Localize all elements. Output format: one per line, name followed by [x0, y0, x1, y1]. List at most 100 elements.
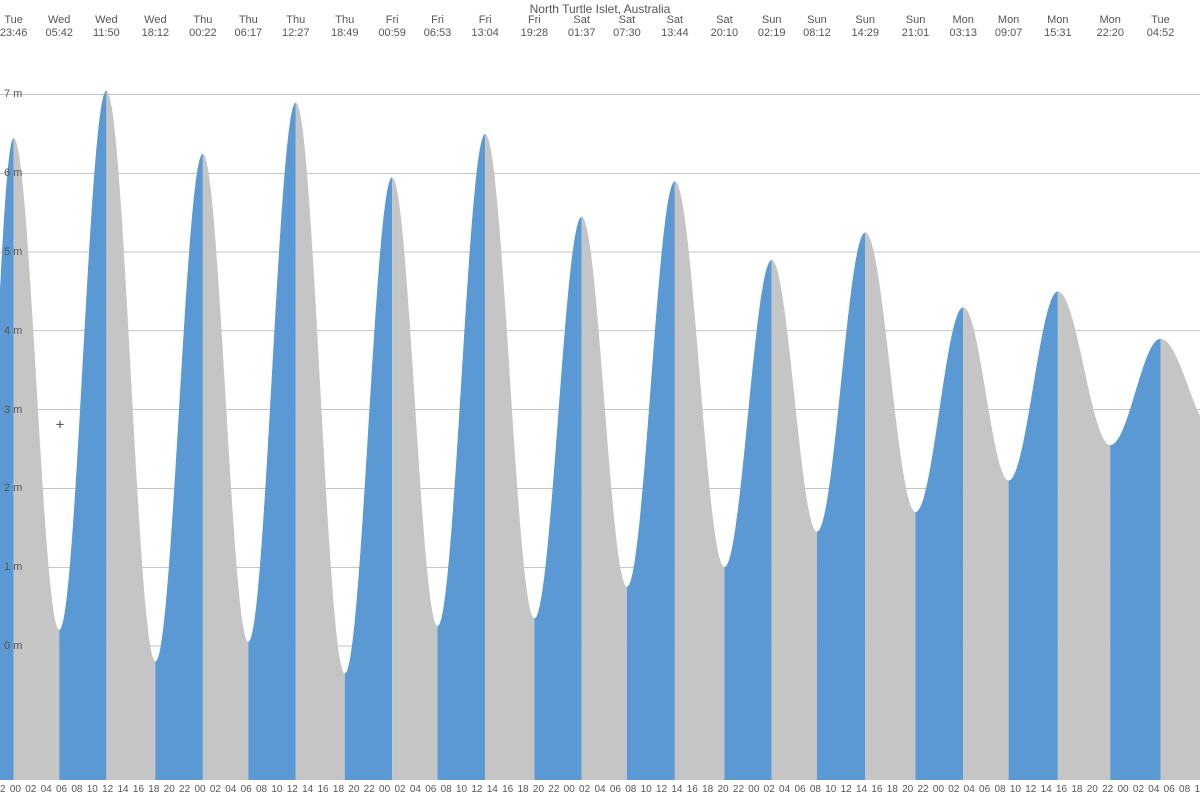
x-tick-label: 22 — [733, 784, 744, 795]
x-tick-label: 12 — [102, 784, 113, 795]
event-header: Fri13:04 — [460, 14, 510, 40]
event-time: 12:27 — [271, 27, 321, 40]
plot-area: 0 m1 m2 m3 m4 m5 m6 m7 m + — [0, 55, 1200, 780]
x-tick-label: 02 — [210, 784, 221, 795]
event-header: Sat01:37 — [557, 14, 607, 40]
tide-rising-segment — [724, 260, 771, 780]
x-tick-label: 10 — [641, 784, 652, 795]
x-tick-label: 12 — [287, 784, 298, 795]
x-tick-label: 10 — [1194, 784, 1200, 795]
x-tick-label: 14 — [118, 784, 129, 795]
event-header: Sun08:12 — [792, 14, 842, 40]
x-tick-label: 16 — [687, 784, 698, 795]
x-tick-label: 12 — [1025, 784, 1036, 795]
tide-chart: North Turtle Islet, Australia Tue23:46We… — [0, 0, 1200, 800]
event-header: Sat20:10 — [699, 14, 749, 40]
tide-falling-segment — [582, 217, 627, 780]
event-day: Fri — [367, 14, 417, 27]
event-header: Tue04:52 — [1136, 14, 1186, 40]
x-tick-label: 06 — [979, 784, 990, 795]
x-tick-label: 06 — [241, 784, 252, 795]
x-tick-label: 04 — [225, 784, 236, 795]
event-header: Mon09:07 — [984, 14, 1034, 40]
x-tick-label: 22 — [0, 784, 6, 795]
event-time: 09:07 — [984, 27, 1034, 40]
x-tick-label: 14 — [1041, 784, 1052, 795]
event-time: 18:49 — [320, 27, 370, 40]
tide-rising-segment — [155, 154, 202, 780]
x-tick-label: 16 — [133, 784, 144, 795]
tide-falling-segment — [485, 134, 534, 780]
x-tick-label: 20 — [533, 784, 544, 795]
x-tick-label: 18 — [333, 784, 344, 795]
tide-rising-segment — [345, 177, 392, 780]
x-tick-label: 08 — [256, 784, 267, 795]
event-time: 19:28 — [509, 27, 559, 40]
x-tick-label: 04 — [41, 784, 52, 795]
event-time: 21:01 — [891, 27, 941, 40]
y-tick-label: 0 m — [4, 640, 22, 652]
event-day: Wed — [34, 14, 84, 27]
x-tick-label: 00 — [1118, 784, 1129, 795]
event-day: Sat — [650, 14, 700, 27]
event-header: Thu18:49 — [320, 14, 370, 40]
x-tick-label: 06 — [425, 784, 436, 795]
tide-rising-segment — [916, 307, 964, 780]
event-time: 14:29 — [840, 27, 890, 40]
event-time: 07:30 — [602, 27, 652, 40]
x-tick-label: 10 — [456, 784, 467, 795]
x-tick-label: 00 — [564, 784, 575, 795]
x-tick-label: 00 — [933, 784, 944, 795]
event-time: 11:50 — [81, 27, 131, 40]
event-header: Mon15:31 — [1033, 14, 1083, 40]
event-time: 06:17 — [223, 27, 273, 40]
tide-falling-segment — [203, 154, 248, 780]
tide-falling-segment — [106, 90, 155, 780]
x-tick-label: 08 — [810, 784, 821, 795]
event-header: Sat07:30 — [602, 14, 652, 40]
x-tick-label: 10 — [87, 784, 98, 795]
x-tick-label: 10 — [825, 784, 836, 795]
event-time: 18:12 — [130, 27, 180, 40]
event-time: 02:19 — [747, 27, 797, 40]
x-tick-label: 10 — [1010, 784, 1021, 795]
x-tick-label: 02 — [579, 784, 590, 795]
event-header-row: Tue23:46Wed05:42Wed11:50Wed18:12Thu00:22… — [0, 14, 1200, 54]
x-tick-label: 20 — [348, 784, 359, 795]
x-tick-label: 10 — [271, 784, 282, 795]
event-header: Thu12:27 — [271, 14, 321, 40]
event-time: 13:44 — [650, 27, 700, 40]
x-tick-label: 08 — [1179, 784, 1190, 795]
event-header: Sun21:01 — [891, 14, 941, 40]
x-tick-label: 18 — [148, 784, 159, 795]
y-tick-label: 5 m — [4, 246, 22, 258]
event-header: Wed18:12 — [130, 14, 180, 40]
x-tick-label: 16 — [871, 784, 882, 795]
x-tick-label: 20 — [164, 784, 175, 795]
event-day: Mon — [984, 14, 1034, 27]
tide-falling-segment — [963, 307, 1008, 780]
tide-rising-segment — [1110, 339, 1160, 780]
event-time: 00:22 — [178, 27, 228, 40]
x-tick-label: 04 — [779, 784, 790, 795]
y-tick-label: 6 m — [4, 167, 22, 179]
x-tick-label: 06 — [610, 784, 621, 795]
event-day: Sat — [557, 14, 607, 27]
x-tick-label: 02 — [1133, 784, 1144, 795]
event-time: 23:46 — [0, 27, 39, 40]
event-day: Mon — [1033, 14, 1083, 27]
event-header: Mon03:13 — [938, 14, 988, 40]
x-tick-label: 22 — [1102, 784, 1113, 795]
x-tick-label: 06 — [56, 784, 67, 795]
event-time: 04:52 — [1136, 27, 1186, 40]
event-time: 05:42 — [34, 27, 84, 40]
tide-rising-segment — [248, 102, 295, 780]
x-tick-label: 08 — [71, 784, 82, 795]
event-day: Fri — [413, 14, 463, 27]
event-day: Sat — [699, 14, 749, 27]
event-header: Sun14:29 — [840, 14, 890, 40]
x-tick-label: 06 — [794, 784, 805, 795]
x-tick-label: 08 — [994, 784, 1005, 795]
x-tick-label: 04 — [1148, 784, 1159, 795]
tide-rising-segment — [627, 181, 675, 780]
